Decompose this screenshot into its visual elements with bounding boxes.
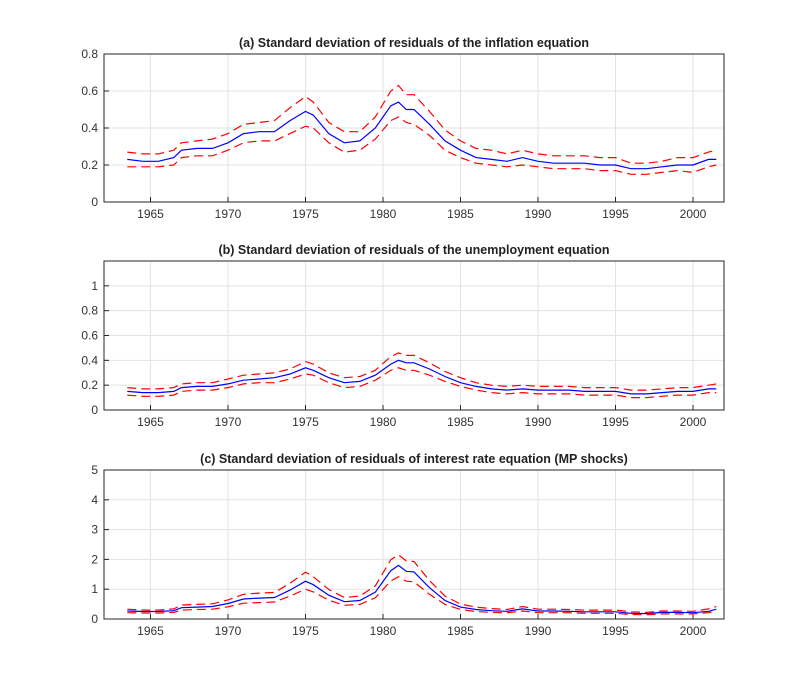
y-tick-label: 0.4 xyxy=(81,353,98,367)
panel-title: (a) Standard deviation of residuals of t… xyxy=(239,36,589,50)
lower-band-series-line xyxy=(127,116,717,175)
x-tick-label: 1995 xyxy=(602,624,629,638)
x-tick-label: 1975 xyxy=(292,624,319,638)
median-series-line xyxy=(127,359,717,395)
y-tick-label: 2 xyxy=(91,552,98,566)
y-tick-label: 0 xyxy=(91,403,98,417)
panel-interest-rate-equation: 1965 1970 1975 1980 1985 1990 1995 2000 0 1 2 3 4 5 (c… xyxy=(91,452,725,638)
x-tick-label: 1965 xyxy=(137,624,164,638)
y-tick-label: 0 xyxy=(91,195,98,209)
x-tick-label: 1995 xyxy=(602,207,629,221)
plot-area xyxy=(103,469,725,620)
x-tick-label: 1975 xyxy=(292,415,319,429)
upper-band-series-line xyxy=(127,84,717,164)
x-tick-label: 2000 xyxy=(680,207,707,221)
y-tick-label: 3 xyxy=(91,523,98,537)
lower-band-series-line xyxy=(127,576,717,616)
x-tick-label: 1970 xyxy=(215,207,242,221)
x-tick-label: 1985 xyxy=(447,207,474,221)
y-tick-label: 0.2 xyxy=(81,158,98,172)
y-tick-label: 0.6 xyxy=(81,84,98,98)
x-tick-label: 1980 xyxy=(370,207,397,221)
y-tick-label: 4 xyxy=(91,493,98,507)
y-tick-label: 0.2 xyxy=(81,378,98,392)
lower-band-series-line xyxy=(127,367,717,399)
median-series-line xyxy=(127,101,717,170)
y-tick-label: 0.8 xyxy=(81,304,98,318)
panel-inflation-equation: 1965 1970 1975 1980 1985 1990 1995 2000 0 0.2 0.4 0… xyxy=(81,36,725,221)
upper-band-series-line xyxy=(127,554,717,614)
x-tick-label: 1985 xyxy=(447,624,474,638)
x-tick-label: 2000 xyxy=(680,624,707,638)
x-tick-label: 1965 xyxy=(137,415,164,429)
panel-title: (b) Standard deviation of residuals of t… xyxy=(218,243,609,257)
x-tick-label: 1990 xyxy=(525,207,552,221)
panel-title: (c) Standard deviation of residuals of i… xyxy=(200,452,628,466)
y-tick-label: 1 xyxy=(91,279,98,293)
x-tick-label: 1990 xyxy=(525,415,552,429)
x-tick-label: 1970 xyxy=(215,624,242,638)
x-tick-label: 2000 xyxy=(680,415,707,429)
x-tick-label: 1980 xyxy=(370,415,397,429)
x-tick-label: 1990 xyxy=(525,624,552,638)
y-tick-label: 0.6 xyxy=(81,329,98,343)
y-tick-label: 0 xyxy=(91,612,98,626)
axes-frame xyxy=(103,469,725,620)
y-tick-label: 1 xyxy=(91,582,98,596)
panel-unemployment-equation: 1965 1970 1975 1980 1985 1990 1995 2000 0 0.2 0.4 0… xyxy=(81,243,725,429)
x-tick-label: 1995 xyxy=(602,415,629,429)
median-series-line xyxy=(127,564,717,615)
x-tick-label: 1980 xyxy=(370,624,397,638)
x-tick-label: 1970 xyxy=(215,415,242,429)
y-tick-label: 0.4 xyxy=(81,121,98,135)
x-tick-label: 1965 xyxy=(137,207,164,221)
x-tick-label: 1985 xyxy=(447,415,474,429)
y-tick-label: 5 xyxy=(91,463,98,477)
upper-band-series-line xyxy=(127,352,717,391)
y-tick-label: 0.8 xyxy=(81,47,98,61)
x-tick-label: 1975 xyxy=(292,207,319,221)
